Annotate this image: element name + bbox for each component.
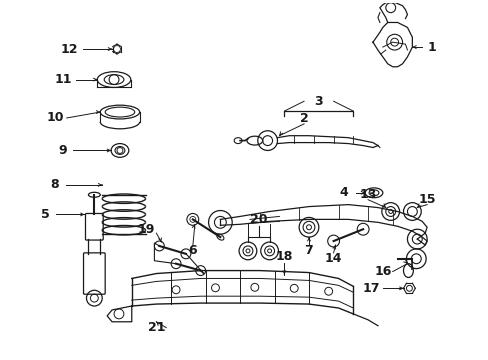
Text: 4: 4 [338, 186, 347, 199]
Text: 3: 3 [314, 95, 323, 108]
Text: 20: 20 [249, 213, 267, 226]
Text: 19: 19 [138, 223, 155, 236]
Text: 2: 2 [299, 112, 308, 125]
Text: 12: 12 [61, 42, 79, 55]
Text: 7: 7 [304, 244, 313, 257]
Text: 17: 17 [362, 282, 379, 295]
Text: 1: 1 [427, 41, 436, 54]
Text: 8: 8 [51, 179, 59, 192]
Text: 11: 11 [54, 73, 71, 86]
Text: 21: 21 [147, 321, 165, 334]
Text: 5: 5 [41, 208, 49, 221]
Text: 10: 10 [46, 112, 63, 125]
Text: 16: 16 [373, 265, 391, 278]
Text: 18: 18 [275, 250, 292, 263]
Text: 6: 6 [188, 244, 197, 257]
Text: 14: 14 [324, 252, 342, 265]
Text: 15: 15 [418, 193, 435, 206]
Text: 13: 13 [359, 188, 376, 201]
Text: 9: 9 [59, 144, 67, 157]
